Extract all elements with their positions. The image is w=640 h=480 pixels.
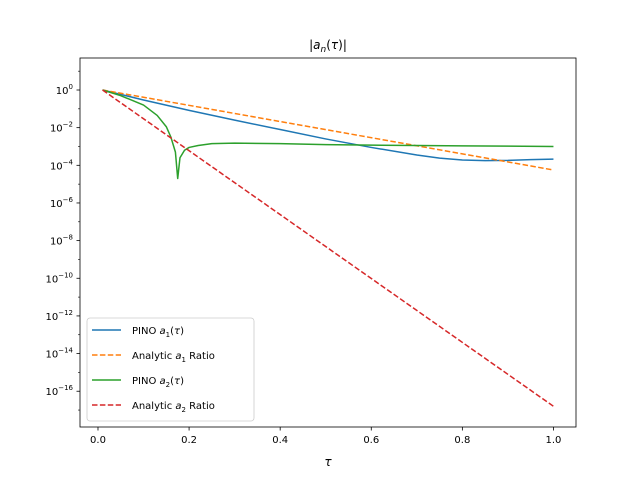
- series-line-1: [102, 89, 554, 162]
- y-tick-label: 10−12: [45, 309, 73, 323]
- x-tick-label: 0.2: [181, 435, 197, 446]
- legend: PINO a1(τ) Analytic a1 Ratio PINO a2(τ) Ana…: [86, 317, 255, 422]
- legend-label-2: Analytic a1 Ratio: [132, 351, 215, 364]
- series-line-2: [102, 89, 554, 171]
- y-tick-label: 10−2: [50, 121, 73, 135]
- series-line-3: [102, 89, 554, 180]
- y-tick-label: 10−8: [50, 234, 73, 248]
- legend-label-4: Analytic a2 Ratio: [132, 401, 215, 414]
- x-tick-label: 0.0: [90, 435, 106, 446]
- legend-label-1: PINO a1(τ): [132, 326, 184, 339]
- x-tick-label: 0.8: [454, 435, 470, 446]
- chart-title: |an(τ)|: [309, 38, 347, 55]
- x-axis-label: τ: [324, 455, 332, 469]
- legend-label-3: PINO a2(τ): [132, 376, 184, 389]
- axes-frame: [79, 57, 577, 428]
- x-tick-label: 1.0: [546, 435, 562, 446]
- x-tick-label: 0.4: [272, 435, 288, 446]
- y-tick-label: 10−14: [45, 347, 73, 361]
- y-axis-ticks: 100 10−2 10−4 10−6 10−8 10−10 10−12 10−14 10−16: [45, 70, 80, 411]
- plot-lines: [102, 89, 554, 407]
- x-axis-ticks: 0.0 0.2 0.4 0.6 0.8 1.0: [90, 427, 561, 446]
- y-tick-label: 10−10: [45, 271, 73, 285]
- legend-box: [86, 317, 255, 422]
- x-tick-label: 0.6: [363, 435, 379, 446]
- y-tick-label: 10−6: [50, 196, 74, 210]
- series-line-4: [102, 89, 554, 407]
- y-tick-label: 10−16: [45, 384, 73, 398]
- y-tick-label: 10−4: [50, 158, 74, 172]
- y-tick-label: 100: [56, 83, 73, 97]
